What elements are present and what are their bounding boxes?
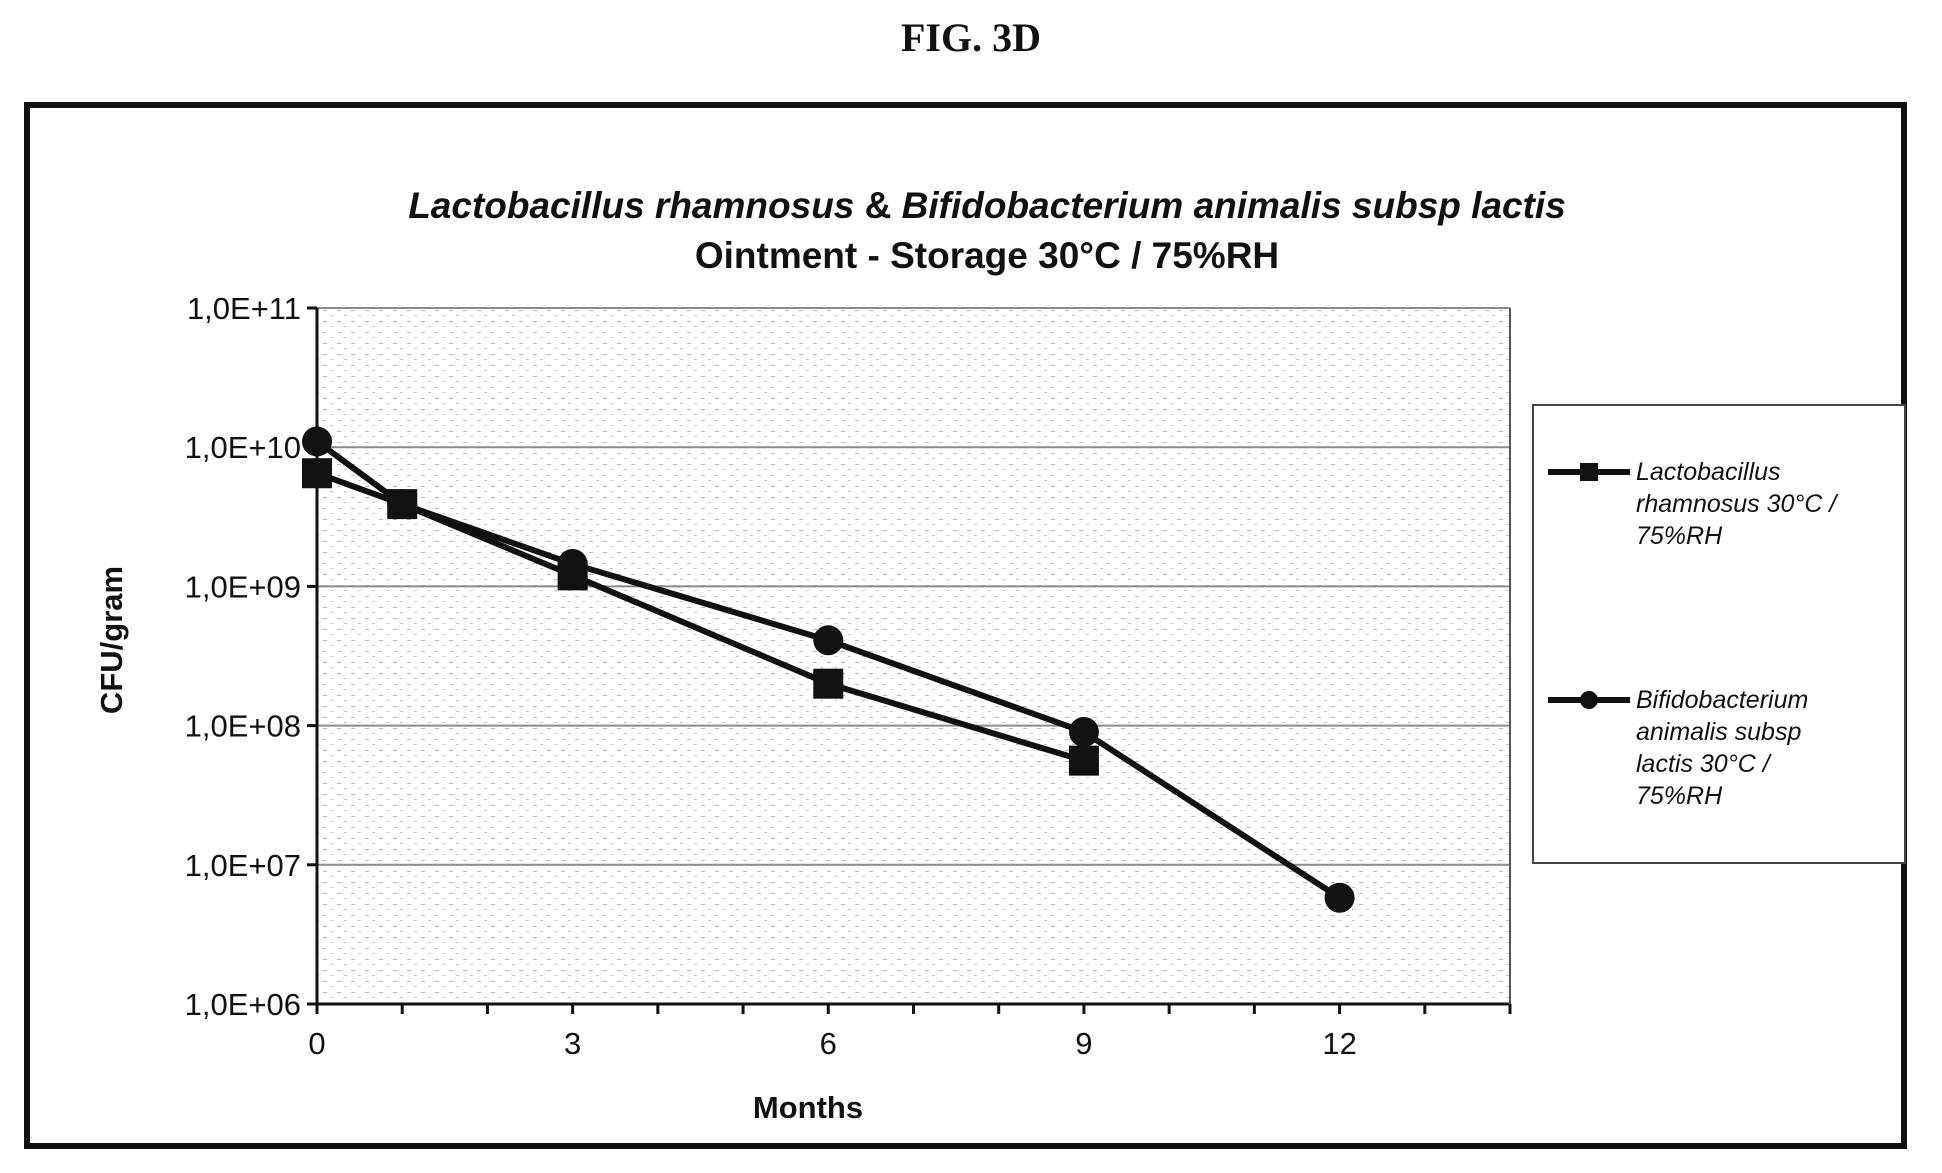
y-tick-label: 1,0E+06: [185, 987, 301, 1022]
legend-label: Bifidobacterium animalis subsp lactis 30°C…: [1636, 686, 1808, 810]
chart-title-part: Lactobacillus rhamnosus: [408, 185, 854, 226]
series-layer: [302, 426, 1355, 913]
data-point: [557, 548, 588, 579]
y-tick-label: 1,0E+07: [185, 848, 301, 883]
legend-marker: [1580, 691, 1598, 709]
x-axis-label: Months: [753, 1090, 863, 1125]
chart-subtitle: Ointment - Storage 30°C / 75%RH: [695, 235, 1279, 276]
legend-box: [1532, 404, 1906, 864]
y-tick-label: 1,0E+08: [185, 709, 301, 744]
legend-marker: [1580, 463, 1598, 481]
x-tick-label: 0: [308, 1026, 325, 1061]
series-2: [302, 426, 1355, 913]
chart-title: Lactobacillus rhamnosus & Bifidobacteriu…: [408, 185, 1566, 226]
chart-title-part: &: [854, 185, 901, 226]
x-axis-ticks: 0 3 6 9 12: [308, 1004, 1512, 1061]
data-point: [1068, 716, 1099, 747]
data-point: [813, 668, 844, 699]
data-point: [1324, 882, 1355, 913]
figure-label: FIG. 3D: [901, 15, 1041, 60]
legend-entry: Lactobacillus rhamnosus 30°C /75%RH: [1548, 458, 1839, 550]
data-point: [302, 458, 332, 489]
legend: Lactobacillus rhamnosus 30°C /75%RH Bifido…: [1532, 404, 1906, 864]
y-tick-label: 1,0E+10: [185, 430, 301, 465]
y-axis-label: CFU/gram: [94, 566, 129, 714]
y-axis-ticks: 1,0E+11 1,0E+10 1,0E+09 1,0E+08 1,0E+07 1,0E+…: [185, 291, 317, 1022]
y-tick-label: 1,0E+09: [185, 569, 301, 604]
x-tick-label: 9: [1075, 1026, 1092, 1061]
x-tick-label: 12: [1322, 1026, 1356, 1061]
y-tick-label: 1,0E+11: [187, 291, 301, 326]
x-tick-label: 6: [820, 1026, 837, 1061]
data-point: [302, 426, 332, 457]
data-point: [1068, 745, 1099, 776]
legend-label: Lactobacillus rhamnosus 30°C /75%RH: [1636, 458, 1839, 550]
data-point: [813, 625, 844, 656]
data-point: [387, 489, 418, 520]
series-line: [315, 439, 1342, 901]
chart-title-part: Bifidobacterium animalis subsp lactis: [902, 185, 1566, 226]
plot-area: [317, 308, 1510, 1004]
legend-entry: Bifidobacterium animalis subsp lactis 30°C…: [1548, 686, 1808, 810]
x-tick-label: 3: [564, 1026, 581, 1061]
